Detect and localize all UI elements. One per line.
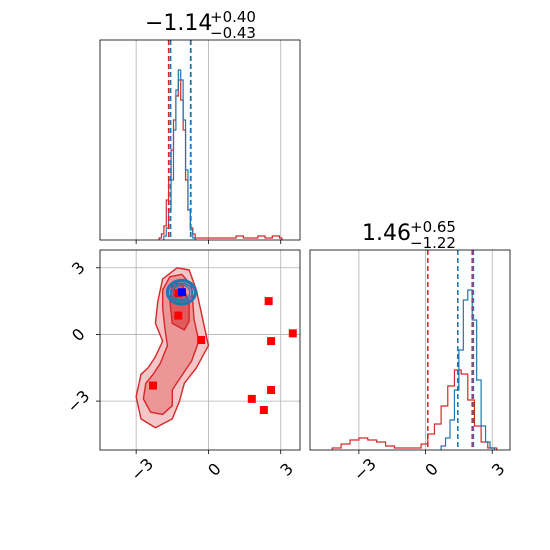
histogram-x-red <box>158 79 283 240</box>
histogram-x-frame <box>99 39 301 241</box>
histogram-y-panel: −3 0 3 <box>309 249 511 485</box>
blue-contour-3 <box>172 284 191 300</box>
red-square-marker-3 <box>149 381 158 390</box>
tick-label-joint-x-2: 3 <box>276 459 297 480</box>
tick-label-joint-y-0: −3 <box>63 386 93 416</box>
title-x-param: −1.14 +0.40 −0.43 <box>145 8 256 42</box>
red-square-marker-7 <box>288 329 297 338</box>
histogram-y-frame <box>309 249 511 451</box>
title-y-minus: −1.22 <box>410 234 456 252</box>
blue-contour-1 <box>167 280 196 305</box>
tick-label-joint-y-1: 0 <box>68 324 89 345</box>
blue-contour-0 <box>165 278 198 306</box>
red-square-marker-1 <box>174 311 183 320</box>
histogram-y-blue <box>440 289 496 450</box>
red-square-marker-2 <box>197 336 206 344</box>
title-y-median: 1.46 <box>362 221 411 246</box>
blue-square-marker <box>177 288 186 297</box>
red-square-marker-6 <box>267 386 276 394</box>
joint-density-panel: −3 0 3 −3 0 3 <box>63 249 301 485</box>
red-square-marker-5 <box>267 337 276 346</box>
title-x-median: −1.14 <box>145 11 212 36</box>
tick-label-y-hist-1: 0 <box>421 459 442 480</box>
tick-label-joint-x-0: −3 <box>127 454 157 484</box>
tick-label-y-hist-2: 3 <box>488 459 509 480</box>
red-square-marker-8 <box>259 406 268 414</box>
blue-contour-2 <box>169 282 194 302</box>
tick-label-y-hist-0: −3 <box>350 454 380 484</box>
tick-label-joint-y-2: 3 <box>68 258 89 279</box>
joint-panel-frame <box>99 249 301 451</box>
red-square-marker-9 <box>247 394 256 403</box>
title-x-minus: −0.43 <box>210 24 256 42</box>
title-y-plus: +0.65 <box>410 218 456 236</box>
title-y-param: 1.46 +0.65 −1.22 <box>362 218 456 252</box>
red-square-marker-4 <box>264 297 273 306</box>
tick-label-joint-x-1: 0 <box>204 459 225 480</box>
title-x-plus: +0.40 <box>210 8 256 26</box>
histogram-x-panel <box>99 39 301 244</box>
